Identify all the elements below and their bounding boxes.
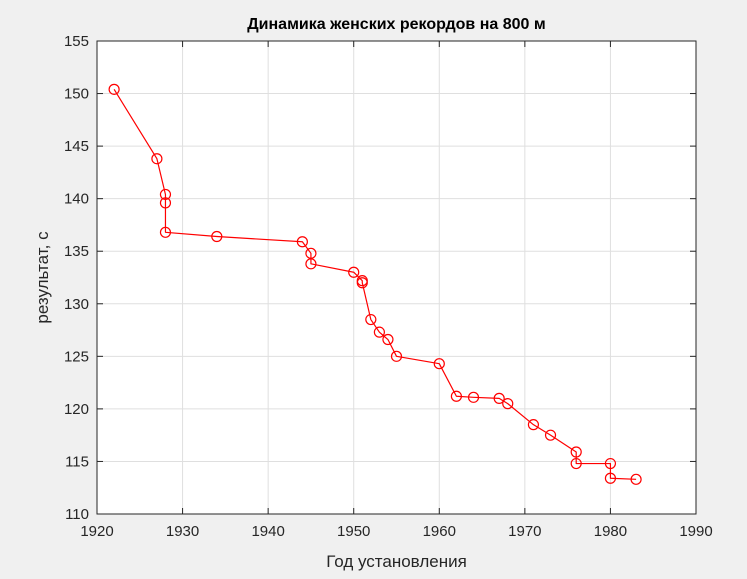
x-tick-label: 1970 <box>508 523 541 540</box>
x-tick-label: 1930 <box>166 523 199 540</box>
x-tick-labels: 1920 1930 1940 1950 1960 1970 1980 1990 <box>80 523 712 540</box>
chart-title: Динамика женских рекордов на 800 м <box>247 16 545 33</box>
y-tick-label: 135 <box>64 243 89 260</box>
x-tick-label: 1940 <box>251 523 284 540</box>
data-point <box>493 392 505 404</box>
data-point <box>365 313 377 326</box>
data-point <box>390 350 403 362</box>
data-point <box>356 277 368 289</box>
data-point <box>159 226 172 238</box>
data-point <box>630 473 642 485</box>
data-point <box>159 197 172 209</box>
x-tick-label: 1920 <box>80 523 113 540</box>
data-point <box>373 326 385 338</box>
y-tick-label: 110 <box>65 506 89 523</box>
x-tick-label: 1950 <box>337 523 370 540</box>
data-point <box>433 358 445 370</box>
data-point <box>570 457 582 470</box>
data-point <box>544 429 557 441</box>
data-point <box>527 419 540 431</box>
data-point <box>502 398 514 410</box>
series-line-group <box>108 83 642 485</box>
data-point <box>450 390 462 402</box>
y-tick-label: 120 <box>64 401 89 418</box>
y-tick-label: 130 <box>64 296 89 313</box>
series-line <box>113 89 637 480</box>
data-point <box>108 83 120 95</box>
x-tick-label: 1960 <box>423 523 456 540</box>
y-tick-label: 125 <box>64 348 89 365</box>
data-point <box>211 230 223 243</box>
data-point <box>467 391 480 403</box>
y-tick-labels: 110 115 120 125 130 135 140 145 150 155 <box>64 33 89 523</box>
data-point <box>159 188 172 201</box>
data-point <box>570 446 582 458</box>
y-tick-label: 150 <box>64 86 89 103</box>
data-point <box>348 266 360 278</box>
data-point <box>604 472 617 484</box>
data-point <box>305 258 317 270</box>
y-tick-label: 140 <box>64 191 89 208</box>
y-tick-label: 115 <box>65 453 89 470</box>
y-tick-label: 155 <box>64 33 89 50</box>
data-point <box>296 236 308 248</box>
data-point <box>604 457 617 470</box>
data-point <box>382 333 394 346</box>
y-axis-label: результат, с <box>33 231 52 324</box>
plot-frame <box>96 40 697 515</box>
plot-area <box>97 41 696 514</box>
y-tick-label: 145 <box>64 138 89 155</box>
x-axis-label: Год установления <box>326 552 467 571</box>
data-point <box>151 153 163 165</box>
x-tick-label: 1990 <box>679 523 712 540</box>
ticks <box>96 40 697 515</box>
x-tick-label: 1980 <box>594 523 627 540</box>
